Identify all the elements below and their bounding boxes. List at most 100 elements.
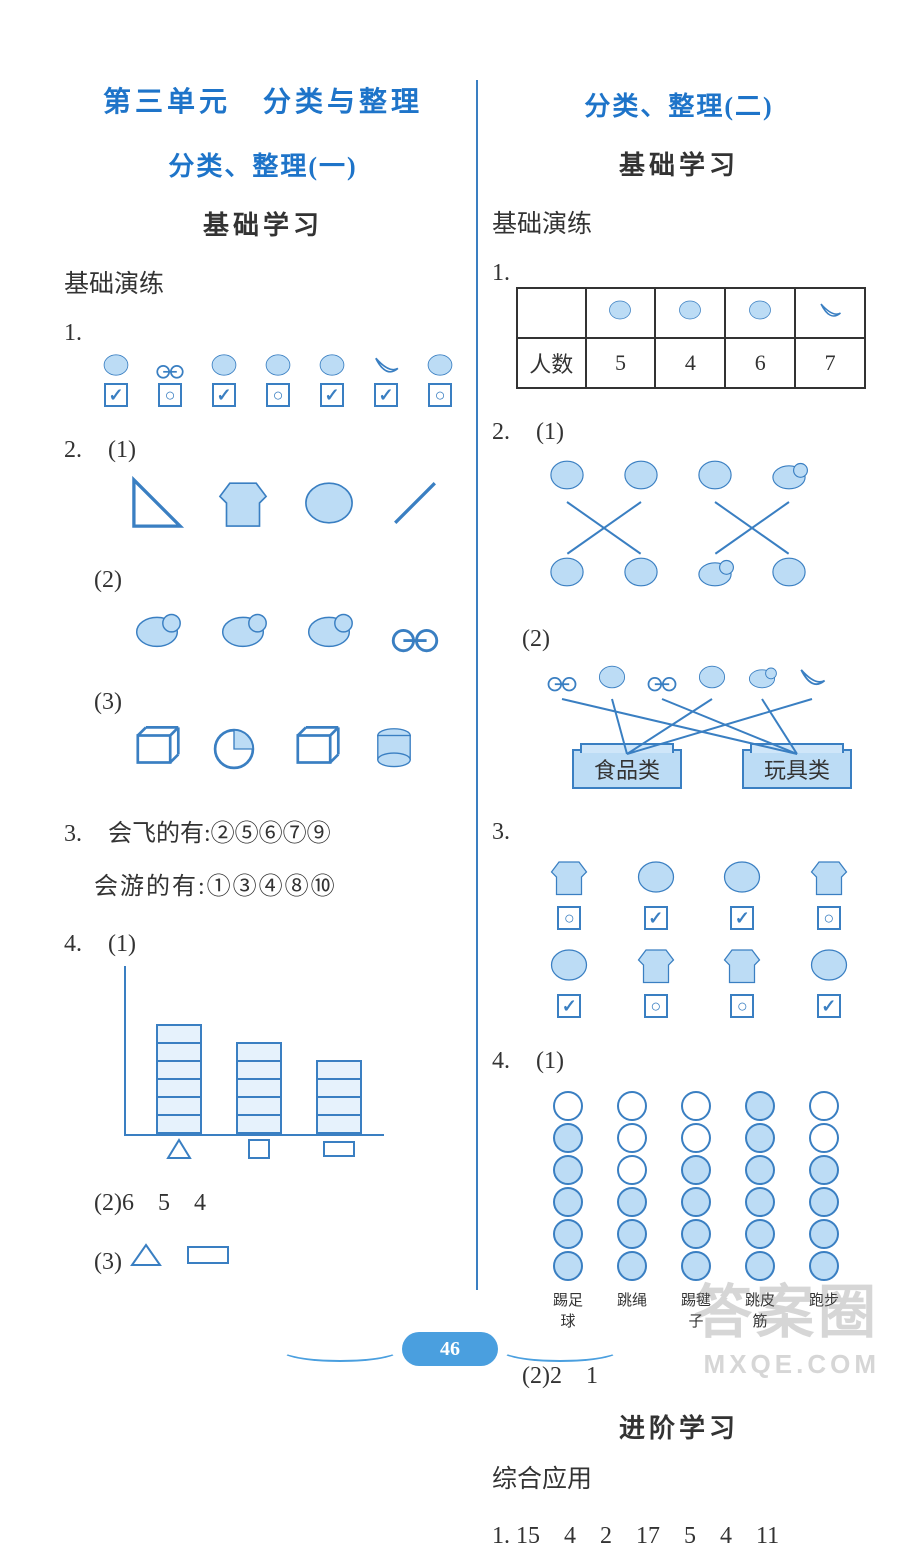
picto-dot bbox=[681, 1091, 711, 1121]
picto-dot bbox=[617, 1187, 647, 1217]
soccer-icon bbox=[764, 549, 814, 595]
banana-item bbox=[792, 659, 832, 702]
banana-icon bbox=[813, 295, 847, 325]
grid-cell: ✓ bbox=[619, 852, 694, 930]
picto-dot bbox=[617, 1091, 647, 1121]
basketball-item bbox=[690, 452, 740, 505]
mark-box: ○ bbox=[730, 994, 754, 1018]
group-label-right: 基础演练 bbox=[492, 204, 866, 240]
picto-dot bbox=[745, 1123, 775, 1153]
sub-heading-right: 基础学习 bbox=[492, 145, 866, 182]
watermelon-icon bbox=[673, 295, 707, 325]
cube-icon bbox=[124, 722, 184, 776]
grapes-item bbox=[616, 452, 666, 505]
picto-dot bbox=[553, 1123, 583, 1153]
cow-icon bbox=[124, 600, 190, 658]
picto-dot bbox=[617, 1219, 647, 1249]
pig-icon bbox=[296, 600, 362, 658]
bicycle-item bbox=[382, 600, 448, 665]
mittens-icon bbox=[714, 940, 770, 990]
cuboid-icon bbox=[284, 722, 344, 776]
table-cell: 4 bbox=[655, 338, 725, 388]
q1-item: ○ bbox=[418, 347, 462, 407]
q3-line1: 会飞的有:②⑤⑥⑦⑨ bbox=[108, 821, 331, 847]
banana-icon bbox=[792, 659, 832, 695]
fan-icon bbox=[616, 549, 666, 595]
sheep-item bbox=[210, 600, 276, 665]
adv-group: 综合应用 bbox=[492, 1459, 866, 1495]
grid-cell: ✓ bbox=[532, 940, 607, 1018]
car-toy-icon bbox=[542, 659, 582, 695]
bar-column bbox=[316, 1062, 362, 1134]
q1-item: ○ bbox=[256, 347, 300, 407]
triangle-icon bbox=[128, 1241, 164, 1269]
table-cell: 5 bbox=[586, 338, 656, 388]
mark-box: ○ bbox=[557, 906, 581, 930]
worksheet-page: 第三单元 分类与整理 分类、整理(一) 基础学习 基础演练 1. ✓○✓○✓✓○… bbox=[0, 0, 900, 1390]
q1-item: ✓ bbox=[202, 347, 246, 407]
q1-item: ✓ bbox=[94, 347, 138, 407]
r-q3: 3. ○✓✓○✓○○✓ bbox=[492, 819, 866, 1018]
candy-icon bbox=[692, 659, 732, 695]
watermark-line2: MXQE.COM bbox=[694, 1349, 880, 1380]
burger-item bbox=[592, 659, 632, 702]
picto-label: 踢足球 bbox=[546, 1289, 590, 1331]
q2-row3 bbox=[64, 722, 462, 783]
jacket-icon bbox=[210, 470, 276, 536]
r-q2: 2. (1) (2) 食品类玩具类 bbox=[492, 419, 866, 789]
q3: 3. 会飞的有:②⑤⑥⑦⑨ 会游的有:①③④⑧⑩ bbox=[64, 813, 462, 901]
left-column: 第三单元 分类与整理 分类、整理(一) 基础学习 基础演练 1. ✓○✓○✓✓○… bbox=[50, 80, 476, 1290]
page-arc-right bbox=[500, 1338, 620, 1362]
picto-dot bbox=[809, 1123, 839, 1153]
r-q1: 1. 人数5467 bbox=[492, 260, 866, 389]
table-cell: 7 bbox=[795, 338, 865, 388]
mark-box: ✓ bbox=[644, 906, 668, 930]
pear-icon bbox=[98, 348, 134, 382]
adv-q1: 1. 15 4 2 17 5 4 11 bbox=[492, 1515, 866, 1550]
table-cell bbox=[517, 288, 586, 338]
picto-dot bbox=[809, 1187, 839, 1217]
car-toy-item bbox=[542, 659, 582, 702]
r-q4-sub1: (1) bbox=[536, 1048, 564, 1074]
grapes-icon bbox=[616, 452, 666, 498]
r-q2-sub1: (1) bbox=[536, 419, 564, 445]
mark-box: ○ bbox=[817, 906, 841, 930]
peach-icon bbox=[743, 295, 777, 325]
soccer-item bbox=[764, 549, 814, 602]
pear-icon bbox=[714, 852, 770, 902]
mark-box: ○ bbox=[158, 383, 182, 407]
teddy-icon bbox=[742, 659, 782, 695]
q3-line2: 会游的有:①③④⑧⑩ bbox=[94, 866, 462, 901]
picto-dot bbox=[809, 1091, 839, 1121]
bar-label bbox=[236, 1137, 282, 1168]
teddy-item bbox=[742, 659, 782, 702]
carrot-icon bbox=[152, 348, 188, 382]
bar-label bbox=[316, 1137, 362, 1168]
pants-icon bbox=[801, 852, 857, 902]
swallow-icon bbox=[764, 452, 814, 498]
q2-sub3: (3) bbox=[94, 689, 122, 715]
bar-label bbox=[156, 1137, 202, 1168]
picto-dot bbox=[617, 1123, 647, 1153]
picto-dot bbox=[745, 1187, 775, 1217]
candy-item bbox=[692, 659, 732, 702]
r-q3-number: 3. bbox=[492, 819, 530, 846]
picto-column bbox=[802, 1089, 846, 1281]
page-number-badge: 46 bbox=[402, 1332, 498, 1366]
q2-row1 bbox=[64, 470, 462, 543]
pineapple-item bbox=[542, 549, 592, 602]
cylinder-icon bbox=[364, 722, 424, 776]
mark-box: ○ bbox=[428, 383, 452, 407]
burger-icon bbox=[592, 659, 632, 695]
unit-title: 第三单元 分类与整理 bbox=[64, 80, 462, 120]
eggplant-icon bbox=[260, 348, 296, 382]
q1-items: ✓○✓○✓✓○ bbox=[64, 347, 462, 407]
q2-row2 bbox=[64, 600, 462, 665]
picto-dot bbox=[681, 1123, 711, 1153]
table-header-icon bbox=[725, 288, 795, 338]
watermark: 答案圈 MXQE.COM bbox=[694, 1265, 880, 1380]
mark-box: ○ bbox=[644, 994, 668, 1018]
grid-cell: ✓ bbox=[705, 852, 780, 930]
fridge-item bbox=[542, 452, 592, 505]
picto-column bbox=[738, 1089, 782, 1281]
